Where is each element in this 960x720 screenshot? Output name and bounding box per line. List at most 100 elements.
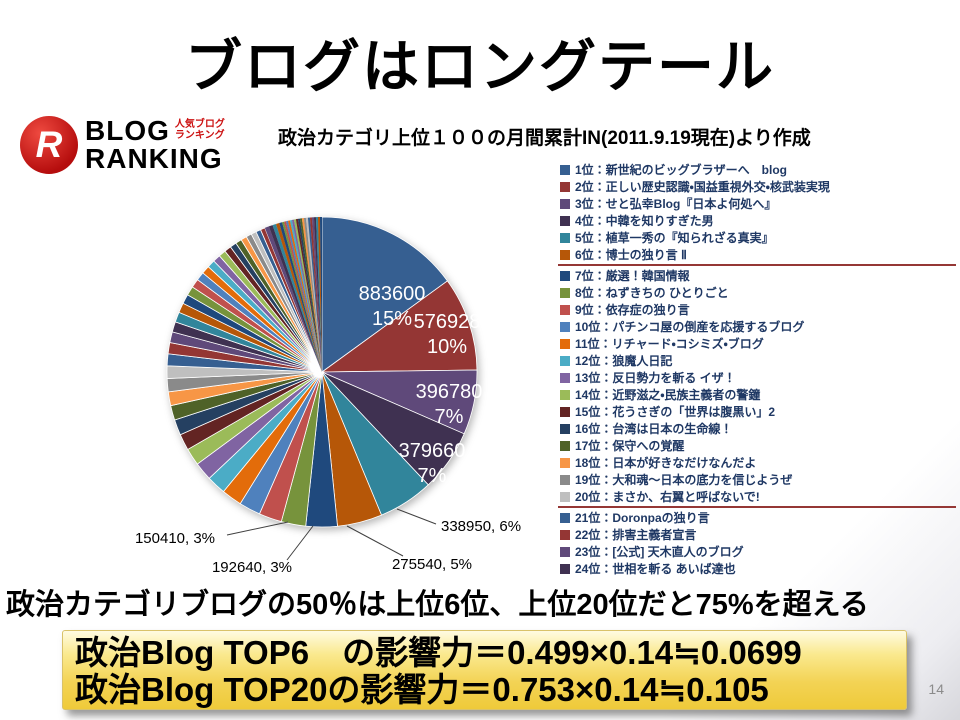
page-number: 14: [928, 681, 944, 697]
legend-item: 10位：パチンコ屋の倒産を応援するブログ: [560, 318, 958, 335]
legend-label: 23位：[公式] 天木直人のブログ: [575, 545, 744, 559]
pie-label: 576928 10%: [414, 311, 481, 358]
pie-slice: [321, 216, 448, 373]
pie-slice: [311, 217, 322, 372]
pie-slice: [317, 217, 322, 372]
legend-item: 9位：依存症の独り言: [560, 301, 958, 318]
pie-slice: [293, 219, 322, 372]
legend-swatch: [560, 563, 570, 574]
legend-swatch: [560, 406, 570, 417]
legend-separator: [558, 264, 956, 266]
logo-r-icon: R: [20, 116, 78, 174]
legend-swatch: [560, 164, 570, 175]
legend-swatch: [560, 338, 570, 349]
legend-label: 2位：正しい歴史認識・国益重視外交・核武装実現: [575, 180, 830, 194]
pie-slice: [260, 227, 323, 373]
legend-item: 18位：日本が好きなだけなんだよ: [560, 454, 958, 471]
pie-slice: [268, 225, 322, 372]
blog-ranking-logo: R BLOG 人気ブログ ランキング RANKING: [20, 116, 225, 174]
pie-label-leader: [226, 521, 289, 536]
logo-brand-line2: RANKING: [85, 143, 223, 174]
legend-label: 18位：日本が好きなだけなんだよ: [575, 456, 757, 470]
legend-item: 19位：大和魂～日本の底力を信じようぜ: [560, 471, 958, 488]
pie-slice: [299, 218, 322, 372]
legend-item: 22位：排害主義者宣言: [560, 526, 958, 543]
legend-item: 23位：[公式] 天木直人のブログ: [560, 543, 958, 560]
legend-item: 13位：反日勢力を斬る イザ！: [560, 369, 958, 386]
legend-label: 7位：厳選！韓国情報: [575, 269, 690, 283]
legend-label: 1位：新世紀のビッグブラザーへ blog: [575, 163, 787, 177]
pie-chart: 883600 15% 576928 10% 396780 7% 379660 7% 338950…: [135, 216, 521, 576]
legend-item: 20位：まさか、右翼と呼ばないで!: [560, 488, 958, 505]
legend-label: 9位：依存症の独り言: [575, 303, 690, 317]
legend-label: 10位：パチンコ屋の倒産を応援するブログ: [575, 320, 805, 334]
legend-label: 13位：反日勢力を斬る イザ！: [575, 371, 736, 385]
legend-label: 15位：花うさぎの「世界は腹黒い」2: [575, 405, 776, 419]
legend-item: 7位：厳選！韓国情報: [560, 267, 958, 284]
legend-swatch: [560, 423, 570, 434]
pie-slice: [287, 220, 322, 372]
pie-slice: [264, 226, 322, 372]
legend-swatch: [560, 181, 570, 192]
legend-label: 19位：大和魂～日本の底力を信じようぜ: [575, 473, 793, 487]
legend-swatch: [560, 321, 570, 332]
legend-label: 24位：世相を斬る あいば達也: [575, 562, 736, 576]
legend-item: 1位：新世紀のビッグブラザーへ blog: [560, 161, 958, 178]
pie-label-leader: [286, 525, 314, 561]
influence-line-2: 政治Blog TOP20の影響力＝0.753×0.14≒0.105: [75, 671, 769, 708]
legend-separator: [558, 506, 956, 508]
pie-label: 192640, 3%: [212, 559, 292, 576]
legend-item: 17位：保守への覚醒: [560, 437, 958, 454]
pie-slice: [272, 223, 322, 372]
chart-subtitle: 政治カテゴリ上位１００の月間累計IN(2011.9.19現在)より作成: [278, 128, 811, 149]
legend-item: 16位：台湾は日本の生命線！: [560, 420, 958, 437]
logo-tagline-line1: 人気ブログ: [174, 119, 225, 130]
pie-slice: [301, 218, 322, 372]
pie-slice: [286, 220, 322, 372]
legend-swatch: [560, 440, 570, 451]
legend-swatch: [560, 491, 570, 502]
legend-item: 2位：正しい歴史認識・国益重視外交・核武装実現: [560, 178, 958, 195]
legend-item: 12位：狼魔人日記: [560, 352, 958, 369]
pie-label: 338950, 6%: [441, 518, 521, 535]
influence-box: 政治Blog TOP6 の影響力＝0.499×0.14≒0.0699 政治Blo…: [62, 630, 907, 710]
pie-label: 379660 7%: [399, 440, 466, 487]
slide-title: ブログはロングテール: [185, 35, 775, 99]
chart-legend: 1位：新世紀のビッグブラザーへ blog 2位：正しい歴史認識・国益重視外交・核武…: [558, 161, 958, 577]
legend-swatch: [560, 546, 570, 557]
legend-item: 3位：せと弘幸Blog『日本よ何処へ』: [560, 195, 958, 212]
legend-label: 8位：ねずきちの ひとりごと: [575, 286, 729, 300]
legend-label: 20位：まさか、右翼と呼ばないで!: [575, 490, 760, 504]
pie-slice: [313, 217, 322, 372]
legend-swatch: [560, 215, 570, 226]
legend-item: 21位：Doronpaの独り言: [560, 509, 958, 526]
legend-swatch: [560, 232, 570, 243]
pie-label-leader: [346, 525, 404, 557]
legend-label: 21位：Doronpaの独り言: [575, 511, 710, 525]
legend-item: 14位：近野滋之・民族主義者の警鐘: [560, 386, 958, 403]
legend-item: 15位：花うさぎの「世界は腹黒い」2: [560, 403, 958, 420]
pie-slice: [279, 222, 322, 372]
legend-swatch: [560, 198, 570, 209]
legend-item: 11位：リチャード・コシミズ・ブログ: [560, 335, 958, 352]
legend-swatch: [560, 355, 570, 366]
legend-label: 6位：博士の独り言 Ⅱ: [575, 248, 687, 262]
pie-slice: [297, 218, 322, 372]
conclusion-text: 政治カテゴリブログの50％は上位6位、上位20位だと75%を超える: [6, 589, 869, 621]
pie-label: 396780 7%: [416, 381, 483, 428]
legend-swatch: [560, 287, 570, 298]
legend-label: 4位：中韓を知りすぎた男: [575, 214, 714, 228]
legend-item: 4位：中韓を知りすぎた男: [560, 212, 958, 229]
legend-label: 17位：保守への覚醒: [575, 439, 685, 453]
logo-text: BLOG 人気ブログ ランキング RANKING: [85, 117, 225, 173]
legend-swatch: [560, 270, 570, 281]
logo-tagline-line2: ランキング: [174, 130, 225, 141]
pie-label-leader: [396, 508, 437, 525]
pie-slice: [319, 216, 322, 372]
legend-swatch: [560, 389, 570, 400]
legend-label: 22位：排害主義者宣言: [575, 528, 697, 542]
legend-label: 16位：台湾は日本の生命線！: [575, 422, 733, 436]
influence-line-1: 政治Blog TOP6 の影響力＝0.499×0.14≒0.0699: [75, 634, 802, 671]
pie-slice: [303, 217, 322, 372]
